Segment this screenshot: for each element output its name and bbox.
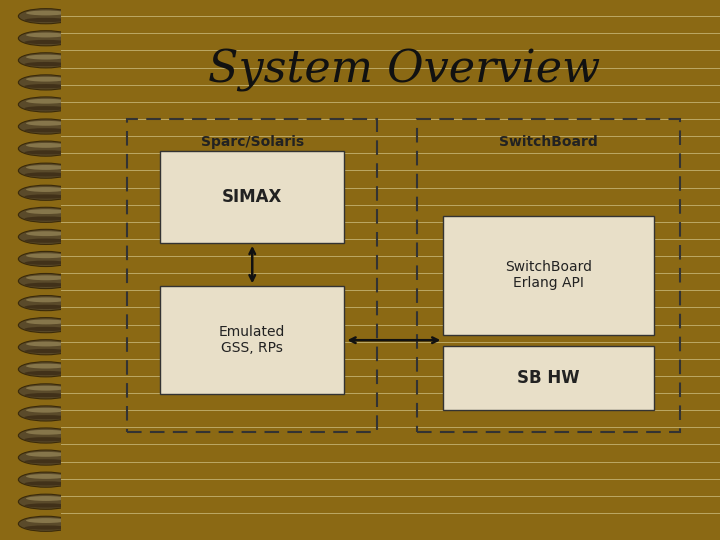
Ellipse shape <box>19 406 73 421</box>
Ellipse shape <box>26 11 66 15</box>
Ellipse shape <box>24 459 68 463</box>
Text: Sparc/Solaris: Sparc/Solaris <box>201 135 304 149</box>
Text: SwitchBoard: SwitchBoard <box>500 135 598 149</box>
Bar <box>444 346 654 410</box>
Ellipse shape <box>24 84 68 89</box>
Ellipse shape <box>19 119 73 134</box>
Ellipse shape <box>26 121 66 126</box>
Ellipse shape <box>24 62 68 66</box>
Ellipse shape <box>24 239 68 243</box>
Bar <box>127 119 377 432</box>
Ellipse shape <box>26 209 66 214</box>
Ellipse shape <box>26 143 66 148</box>
Ellipse shape <box>19 97 73 112</box>
Ellipse shape <box>19 295 73 310</box>
Ellipse shape <box>26 165 66 170</box>
Ellipse shape <box>24 194 68 199</box>
Ellipse shape <box>26 496 66 501</box>
Ellipse shape <box>26 518 66 523</box>
Ellipse shape <box>24 437 68 442</box>
Ellipse shape <box>19 141 73 156</box>
Ellipse shape <box>24 393 68 397</box>
Ellipse shape <box>26 231 66 236</box>
Ellipse shape <box>24 371 68 375</box>
Bar <box>160 286 344 394</box>
Ellipse shape <box>19 340 73 355</box>
Ellipse shape <box>24 128 68 132</box>
Ellipse shape <box>24 415 68 420</box>
Text: System Overview: System Overview <box>207 49 600 92</box>
Ellipse shape <box>19 230 73 245</box>
Bar <box>160 151 344 243</box>
Ellipse shape <box>19 450 73 465</box>
Ellipse shape <box>19 185 73 200</box>
Ellipse shape <box>24 172 68 177</box>
Ellipse shape <box>19 31 73 46</box>
Ellipse shape <box>24 481 68 485</box>
Ellipse shape <box>24 503 68 508</box>
Ellipse shape <box>24 150 68 154</box>
Ellipse shape <box>19 163 73 178</box>
Text: SwitchBoard
Erlang API: SwitchBoard Erlang API <box>505 260 593 291</box>
Ellipse shape <box>26 253 66 258</box>
Ellipse shape <box>26 32 66 37</box>
Ellipse shape <box>24 261 68 265</box>
Ellipse shape <box>24 282 68 287</box>
Ellipse shape <box>19 428 73 443</box>
Ellipse shape <box>24 349 68 353</box>
Ellipse shape <box>26 55 66 59</box>
Ellipse shape <box>24 18 68 22</box>
Ellipse shape <box>19 9 73 24</box>
Ellipse shape <box>19 516 73 531</box>
Ellipse shape <box>26 452 66 457</box>
Ellipse shape <box>19 384 73 399</box>
Ellipse shape <box>19 318 73 333</box>
Ellipse shape <box>26 430 66 435</box>
Text: SB HW: SB HW <box>518 369 580 387</box>
Ellipse shape <box>26 99 66 104</box>
Bar <box>444 216 654 335</box>
Ellipse shape <box>26 408 66 413</box>
Ellipse shape <box>26 275 66 280</box>
Ellipse shape <box>24 327 68 331</box>
Ellipse shape <box>26 363 66 368</box>
Ellipse shape <box>26 474 66 479</box>
Ellipse shape <box>26 298 66 302</box>
Ellipse shape <box>19 494 73 509</box>
Ellipse shape <box>19 53 73 68</box>
Ellipse shape <box>19 207 73 222</box>
Ellipse shape <box>26 320 66 325</box>
Text: SIMAX: SIMAX <box>222 188 282 206</box>
Text: Emulated
GSS, RPs: Emulated GSS, RPs <box>219 325 285 355</box>
Ellipse shape <box>24 106 68 110</box>
Ellipse shape <box>26 342 66 347</box>
Ellipse shape <box>24 217 68 221</box>
Ellipse shape <box>26 187 66 192</box>
Ellipse shape <box>24 305 68 309</box>
Ellipse shape <box>19 273 73 288</box>
Ellipse shape <box>19 75 73 90</box>
Ellipse shape <box>19 472 73 487</box>
Ellipse shape <box>24 40 68 44</box>
Ellipse shape <box>19 362 73 377</box>
Bar <box>417 119 680 432</box>
Ellipse shape <box>26 77 66 82</box>
Ellipse shape <box>24 525 68 530</box>
Ellipse shape <box>26 386 66 390</box>
Ellipse shape <box>19 252 73 267</box>
